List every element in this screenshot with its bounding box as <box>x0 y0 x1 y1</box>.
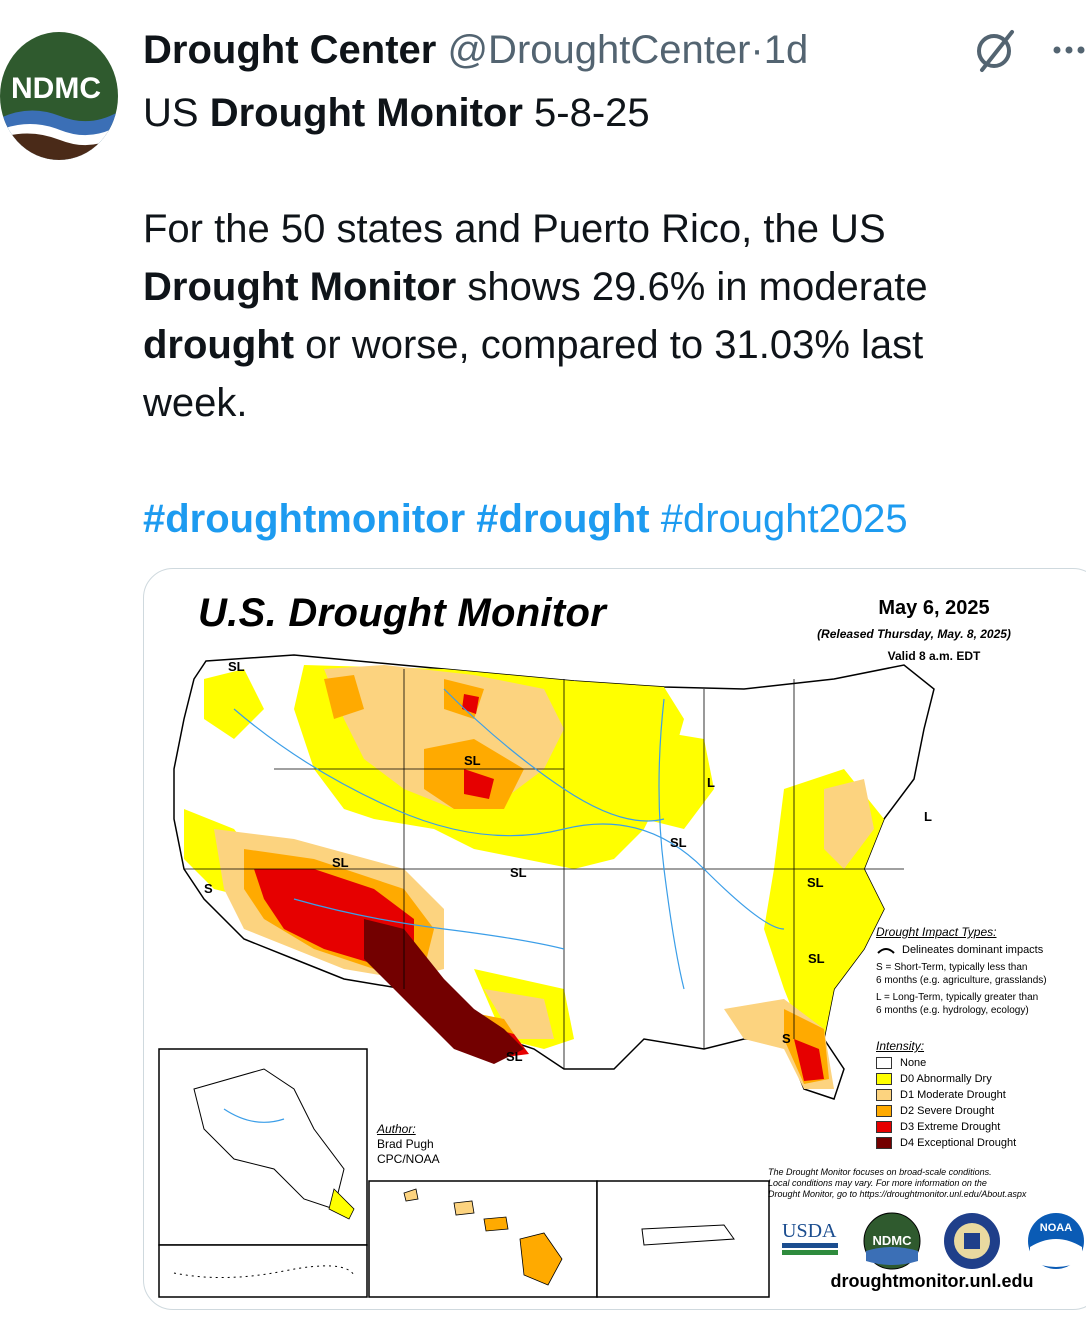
map-date: May 6, 2025 <box>878 597 990 619</box>
separator-dot: · <box>750 28 764 72</box>
bold-fragment: Drought Monitor <box>143 265 457 309</box>
region-label: S <box>204 881 213 896</box>
legend-swatch <box>876 1057 892 1069</box>
legend-item: D0 Abnormally Dry <box>876 1071 1076 1087</box>
usda-logo: USDA <box>782 1220 838 1255</box>
region-label: SL <box>464 753 481 768</box>
tweet-line-5: week. <box>143 381 248 425</box>
slashed-circle-icon[interactable] <box>970 26 1022 74</box>
hashtags: #droughtmonitor #drought #drought2025 <box>143 490 1073 548</box>
region-label: SL <box>332 855 349 870</box>
map-title: U.S. Drought Monitor <box>198 591 607 635</box>
author-label: Author: <box>377 1122 416 1136</box>
text-fragment: or worse, compared to 31.03% last <box>294 323 924 367</box>
usda-text: USDA <box>782 1220 837 1242</box>
legend-label: D2 Severe Drought <box>900 1105 995 1117</box>
display-name[interactable]: Drought Center <box>143 28 437 72</box>
tweet-line-3: Drought Monitor shows 29.6% in moderate <box>143 258 1073 316</box>
legend-item: D2 Severe Drought <box>876 1103 1076 1119</box>
bold-fragment: drought <box>143 323 295 367</box>
legend-label: D4 Exceptional Drought <box>900 1137 1017 1149</box>
author-org: CPC/NOAA <box>377 1152 440 1166</box>
impact-title: Drought Impact Types: <box>876 925 997 939</box>
partner-logos: USDA NDMC NOAA <box>778 1211 1086 1271</box>
line-gap <box>143 142 1073 200</box>
tweet-text: US Drought Monitor 5-8-25 For the 50 sta… <box>143 84 1073 548</box>
commerce-seal-icon <box>944 1213 1000 1269</box>
note-line: Local conditions may vary. For more info… <box>768 1178 987 1188</box>
intensity-title: Intensity: <box>876 1039 925 1053</box>
ndmc-logo: NDMC <box>863 1212 921 1270</box>
region-label: SL <box>670 835 687 850</box>
impact-l-1: L = Long-Term, typically greater than <box>876 992 1039 1003</box>
legend-swatch <box>876 1137 892 1149</box>
note-line: The Drought Monitor focuses on broad-sca… <box>768 1167 992 1177</box>
drought-map: SL SL L SL SL SL L SL S SL SL S S <box>158 654 935 1298</box>
legend-label: D1 Moderate Drought <box>900 1089 1006 1101</box>
hashtag-link[interactable]: #drought2025 <box>660 497 908 541</box>
text-fragment: US <box>143 91 210 135</box>
map-released: (Released Thursday, May. 8, 2025) <box>817 627 1011 641</box>
legend-label: D3 Extreme Drought <box>900 1121 1001 1133</box>
region-label: SL <box>228 659 245 674</box>
legend-swatch <box>876 1121 892 1133</box>
media-image[interactable]: SL SL L SL SL SL L SL S SL SL S S U.S. D… <box>143 568 1086 1310</box>
impact-l-2: 6 months (e.g. hydrology, ecology) <box>876 1005 1029 1016</box>
legend-item: D3 Extreme Drought <box>876 1119 1076 1135</box>
more-horizontal-icon[interactable] <box>1052 40 1086 60</box>
note-line: Drought Monitor, go to https://droughtmo… <box>768 1189 1027 1199</box>
text-fragment: 5-8-25 <box>522 91 650 135</box>
bold-fragment: Drought Monitor <box>209 91 523 135</box>
region-label: SL <box>808 951 825 966</box>
map-site: droughtmonitor.unl.edu <box>830 1271 1034 1291</box>
map-note: The Drought Monitor focuses on broad-sca… <box>768 1167 1086 1200</box>
impact-legend: Drought Impact Types: Delineates dominan… <box>876 925 1086 1017</box>
region-label: L <box>924 809 932 824</box>
noaa-logo: NOAA <box>1028 1213 1084 1269</box>
legend-label: None <box>900 1057 927 1069</box>
line-gap <box>143 432 1073 490</box>
legend-swatch <box>876 1089 892 1101</box>
tweet-line-4: drought or worse, compared to 31.03% las… <box>143 316 1073 374</box>
map-author: Author: Brad Pugh CPC/NOAA <box>377 1122 440 1167</box>
intensity-legend: Intensity: None D0 Abnormally Dry D1 Mod… <box>876 1039 1076 1151</box>
hashtag-link[interactable]: #droughtmonitor <box>143 497 466 541</box>
impact-s-2: 6 months (e.g. agriculture, grasslands) <box>876 975 1047 986</box>
avatar[interactable]: NDMC <box>0 32 118 160</box>
tweet-line-1: US Drought Monitor 5-8-25 <box>143 84 1073 142</box>
legend-label: D0 Abnormally Dry <box>900 1073 992 1085</box>
region-label: S <box>782 1031 791 1046</box>
legend-item: D1 Moderate Drought <box>876 1087 1076 1103</box>
region-label: SL <box>807 875 824 890</box>
ndmc-text: NDMC <box>873 1233 913 1248</box>
hashtag-link[interactable]: #drought <box>476 497 650 541</box>
legend-swatch <box>876 1073 892 1085</box>
tweet-line-2: For the 50 states and Puerto Rico, the U… <box>143 207 886 251</box>
text-fragment: shows 29.6% in moderate <box>456 265 928 309</box>
map-valid: Valid 8 a.m. EDT <box>887 649 981 663</box>
legend-item: None <box>876 1055 1076 1071</box>
region-label: SL <box>506 1049 523 1064</box>
author-name: Brad Pugh <box>377 1137 434 1151</box>
legend-swatch <box>876 1105 892 1117</box>
impact-delineates: Delineates dominant impacts <box>902 944 1044 956</box>
impact-s-1: S = Short-Term, typically less than <box>876 962 1028 973</box>
avatar-text: NDMC <box>11 72 101 105</box>
legend-item: D4 Exceptional Drought <box>876 1135 1076 1151</box>
user-handle[interactable]: @DroughtCenter <box>447 28 751 72</box>
region-label: L <box>707 775 715 790</box>
noaa-text: NOAA <box>1040 1222 1072 1234</box>
post-time[interactable]: 1d <box>763 28 809 72</box>
tweet-header: Drought Center @DroughtCenter·1d <box>143 24 1086 76</box>
region-label: SL <box>510 865 527 880</box>
